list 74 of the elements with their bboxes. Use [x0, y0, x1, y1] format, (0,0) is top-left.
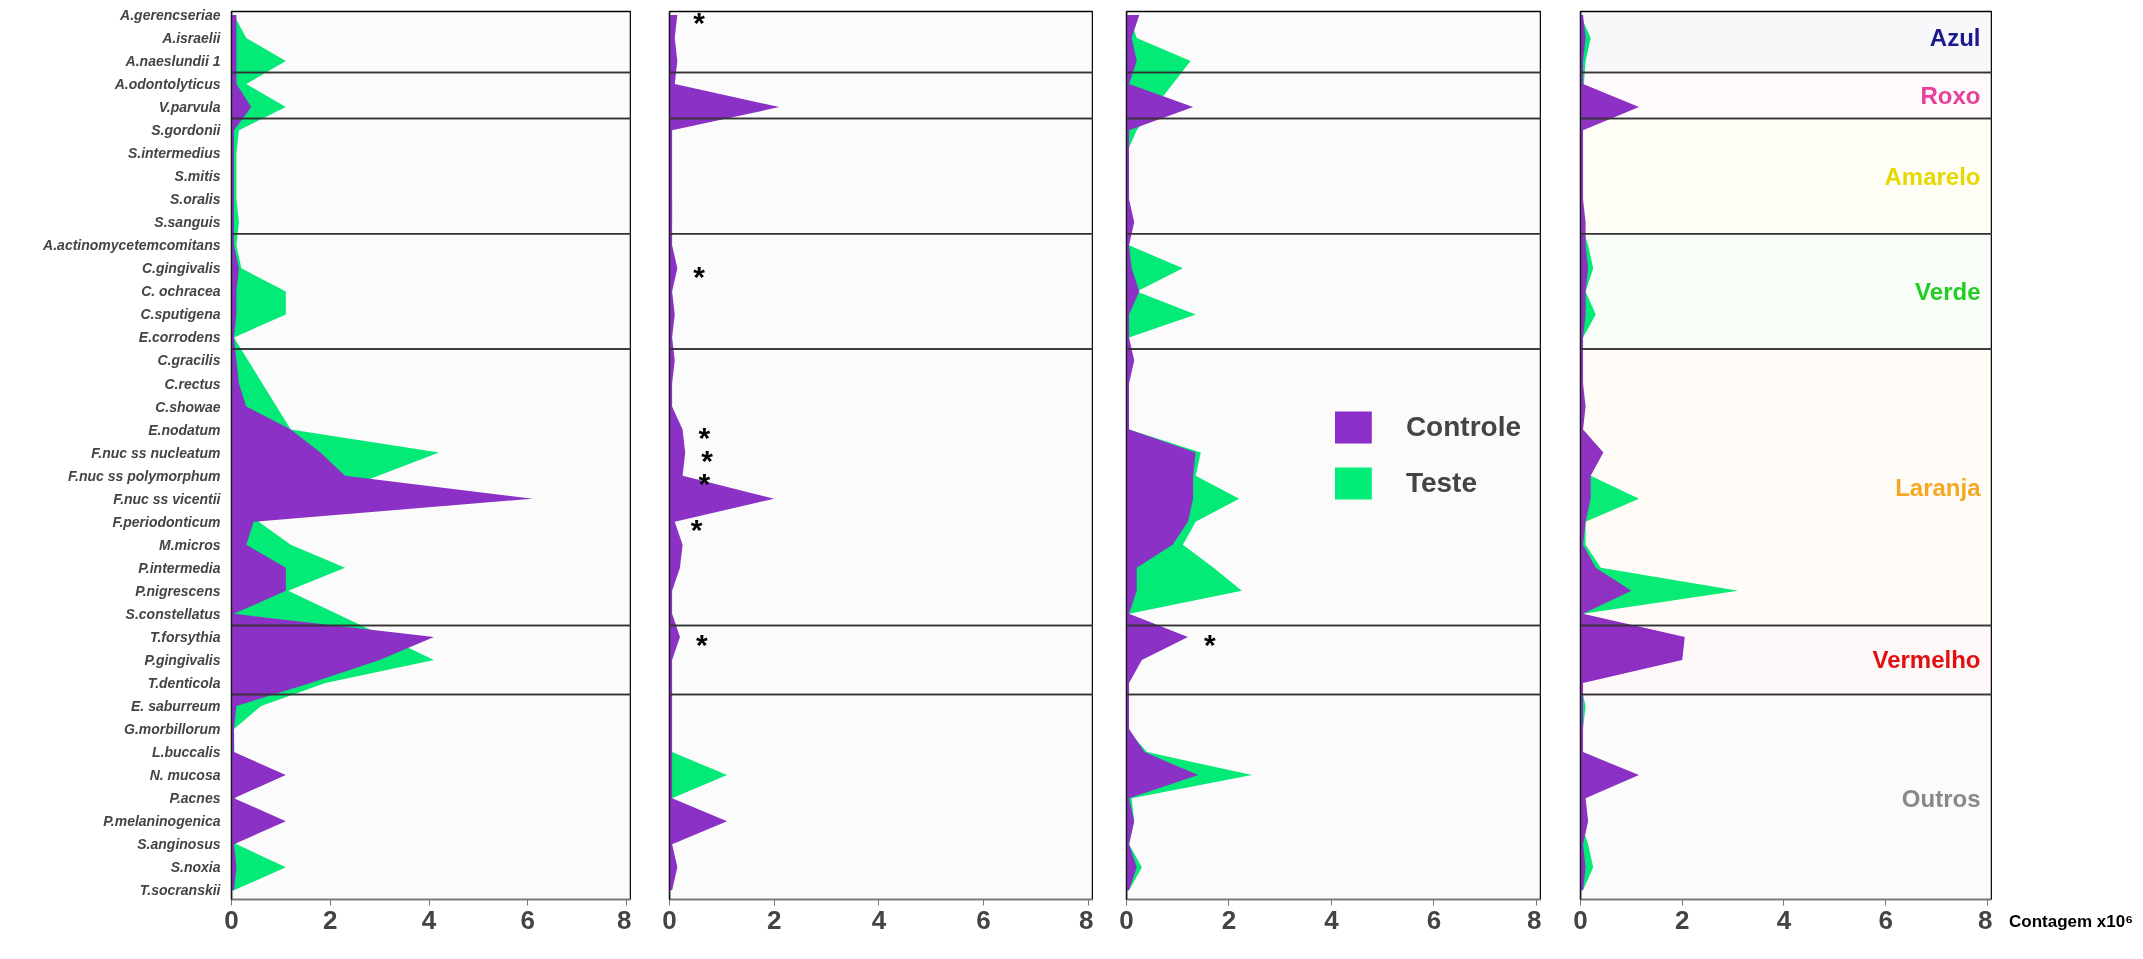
y-tick-label: A.israelii — [161, 29, 222, 46]
y-tick-label: F.nuc ss nucleatum — [91, 444, 221, 461]
y-tick-label: E.corrodens — [138, 329, 221, 346]
y-tick-label: P.intermedia — [138, 559, 221, 576]
y-tick-label: P.gingivalis — [144, 651, 221, 668]
y-tick-label: N. mucosa — [149, 767, 221, 784]
y-tick-label: A.naeslundii 1 — [124, 53, 221, 70]
x-tick-label: 4 — [1776, 904, 1792, 935]
x-tick-label: 8 — [1079, 904, 1094, 935]
x-tick-label: 8 — [1527, 904, 1542, 935]
x-tick-label: 0 — [662, 904, 677, 935]
y-tick-label: V.parvula — [158, 99, 221, 116]
y-tick-label: S.constellatus — [125, 605, 221, 622]
annotation: * — [690, 513, 703, 547]
x-tick-label: 2 — [323, 904, 338, 935]
x-tick-label: 4 — [1324, 904, 1340, 935]
band-label: Verde — [1915, 277, 1981, 305]
y-tick-label: C.rectus — [164, 375, 221, 392]
x-tick-label: 8 — [1978, 904, 1993, 935]
x-tick-label: 4 — [871, 904, 887, 935]
y-tick-label: C.gracilis — [157, 352, 221, 369]
band-label: Vermelho — [1872, 646, 1981, 674]
y-tick-label: P.melaninogenica — [103, 813, 221, 830]
y-tick-label: T.socranskii — [139, 882, 222, 899]
y-tick-label: A.odontolyticus — [113, 76, 221, 93]
y-tick-label: S.intermedius — [127, 145, 221, 162]
x-tick-label: 8 — [617, 904, 632, 935]
y-tick-label: T.denticola — [147, 674, 221, 691]
x-tick-label: 0 — [224, 904, 239, 935]
y-tick-label: S.mitis — [174, 168, 221, 185]
y-tick-label: E. saburreum — [131, 698, 221, 715]
x-tick-label: 6 — [520, 904, 536, 935]
y-tick-label: C. ochracea — [141, 283, 221, 300]
y-tick-label: P.nigrescens — [135, 582, 221, 599]
y-tick-label: S.gordonii — [151, 122, 222, 139]
annotation: * — [1203, 628, 1216, 662]
x-tick-label: 2 — [1675, 904, 1690, 935]
annotation: * — [693, 6, 706, 40]
x-tick-label: 4 — [421, 904, 437, 935]
y-tick-label: C.gingivalis — [141, 260, 221, 277]
y-tick-label: E.nodatum — [148, 421, 221, 438]
x-tick-label: 0 — [1119, 904, 1134, 935]
band-label: Roxo — [1920, 82, 1981, 110]
x-tick-label: 2 — [766, 904, 782, 935]
x-tick-label: 0 — [1573, 904, 1588, 935]
x-tick-label: 6 — [1878, 904, 1893, 935]
y-tick-label: F.nuc ss polymorphum — [68, 467, 221, 484]
x-tick-label: 6 — [976, 904, 991, 935]
y-tick-label: S.sanguis — [154, 214, 221, 231]
band-label: Azul — [1929, 24, 1981, 52]
x-tick-label: 6 — [1426, 904, 1442, 935]
x-axis-title: Contagem x10⁶ — [2009, 911, 2134, 933]
legend-label: Teste — [1405, 466, 1477, 500]
legend-label: Controle — [1405, 410, 1521, 444]
band-label: Amarelo — [1884, 162, 1981, 190]
band-label: Laranja — [1895, 473, 1982, 501]
y-tick-label: T.forsythia — [149, 628, 221, 645]
y-tick-label: C.showae — [155, 398, 221, 415]
y-tick-label: S.anginosus — [137, 836, 221, 853]
annotation: * — [693, 259, 706, 293]
y-tick-label: F.periodonticum — [112, 513, 221, 530]
y-tick-label: A.actinomycetemcomitans — [42, 237, 221, 254]
y-tick-label: C.sputigena — [140, 306, 221, 323]
y-tick-label: F.nuc ss vicentii — [113, 490, 222, 507]
y-tick-label: G.morbillorum — [124, 721, 221, 738]
band-label: Outros — [1901, 784, 1981, 812]
annotation: * — [695, 628, 708, 662]
y-tick-label: S.noxia — [170, 859, 221, 876]
x-tick-label: 2 — [1221, 904, 1237, 935]
y-tick-label: M.micros — [159, 536, 221, 553]
y-tick-label: L.buccalis — [152, 744, 221, 761]
y-tick-label: S.oralis — [169, 191, 221, 208]
y-tick-label: P.acnes — [169, 790, 221, 807]
y-tick-label: A.gerencseriae — [119, 6, 221, 23]
